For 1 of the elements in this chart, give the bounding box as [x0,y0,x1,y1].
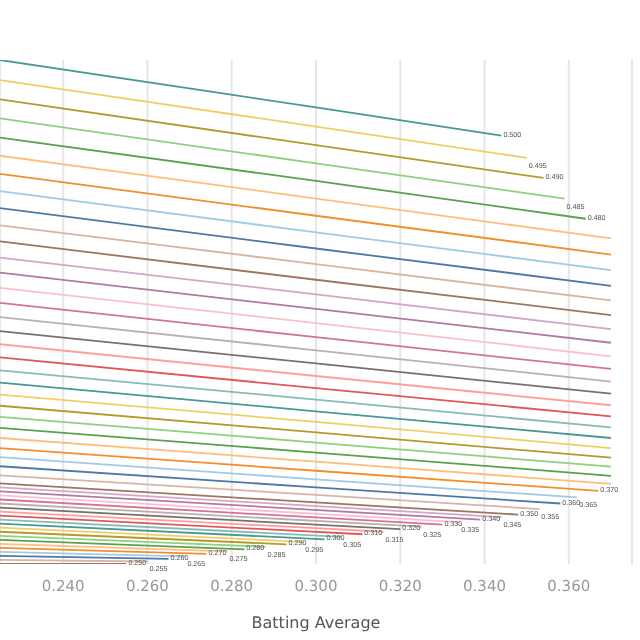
x-axis-title: Batting Average [251,614,381,632]
